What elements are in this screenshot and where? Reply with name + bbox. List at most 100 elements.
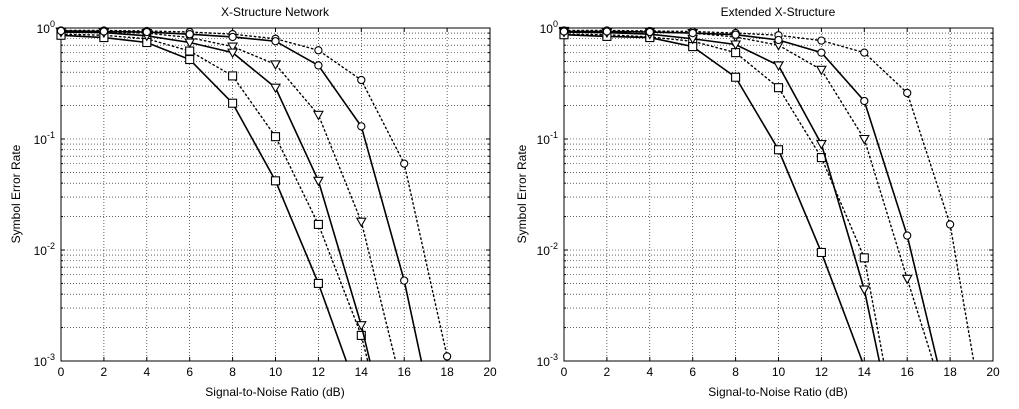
data-point (355, 321, 367, 331)
x-tick-label: 16 (398, 365, 412, 379)
series-line (563, 30, 939, 362)
data-point (860, 96, 869, 106)
data-point (773, 61, 784, 72)
data-point (860, 48, 869, 57)
series-right-6 (559, 27, 939, 362)
data-point (817, 36, 826, 45)
series-line (60, 30, 423, 362)
data-point (859, 253, 869, 263)
x-tick-label: 18 (440, 365, 454, 379)
x-tick-label: 8 (229, 365, 236, 379)
data-point (645, 27, 654, 37)
data-point (99, 27, 109, 36)
data-point (815, 140, 827, 150)
data-point (774, 35, 783, 45)
data-point (945, 220, 955, 229)
data-point (730, 40, 742, 51)
data-point (858, 285, 870, 296)
plot-area-left (61, 28, 490, 361)
series-line (563, 29, 975, 362)
data-point (313, 219, 323, 229)
x-axis-label-left: Signal-to-Noise Ratio (dB) (205, 385, 344, 399)
x-tick-label: 2 (101, 365, 108, 379)
data-point (184, 38, 196, 49)
y-tick-label: 10-1 (34, 130, 55, 147)
data-point (731, 72, 741, 82)
x-tick-label: 14 (858, 365, 872, 379)
data-point (355, 217, 367, 228)
data-point (400, 159, 409, 168)
x-tick-label: 6 (186, 365, 193, 379)
data-point (314, 46, 323, 55)
series-line (60, 29, 448, 358)
data-point (903, 88, 912, 98)
data-point (313, 278, 323, 288)
series-line (563, 33, 863, 362)
data-point (773, 145, 784, 155)
x-tick-label: 16 (901, 365, 915, 379)
data-point (356, 330, 366, 340)
data-point (816, 247, 826, 258)
data-point (731, 30, 740, 39)
x-tick-label: 14 (355, 365, 369, 379)
x-tick-label: 20 (483, 365, 497, 379)
data-point (314, 61, 323, 70)
chart-panel-right: Extended X-Structure Signal-to-Noise Rat… (515, 5, 1000, 399)
data-point (185, 30, 194, 39)
data-point (270, 132, 281, 142)
x-axis-label-right: Signal-to-Noise Ratio (dB) (708, 385, 847, 399)
y-tick-label: 100 (540, 19, 558, 36)
x-tick-label: 12 (815, 365, 829, 379)
y-tick-label: 10-1 (537, 130, 558, 147)
x-tick-label: 18 (943, 365, 957, 379)
grid-left (61, 28, 490, 361)
y-tick-label: 100 (37, 19, 55, 36)
x-tick-label: 8 (732, 365, 739, 379)
data-point (270, 176, 281, 186)
series-line (60, 34, 348, 362)
data-point (312, 110, 324, 121)
data-point (271, 37, 280, 46)
data-point (602, 27, 612, 36)
y-tick-label: 10-3 (34, 352, 55, 369)
chart-panel-left: X-Structure Network Signal-to-Noise Rati… (9, 5, 497, 399)
x-tick-label: 4 (143, 365, 150, 379)
data-point (270, 60, 281, 71)
x-tick-label: 0 (58, 365, 65, 379)
data-point (858, 134, 870, 145)
grid-right (564, 28, 993, 361)
y-tick-label: 10-2 (34, 241, 55, 258)
data-point (817, 48, 826, 57)
series-left-6 (56, 26, 423, 362)
data-point (400, 276, 409, 285)
x-tick-label: 10 (772, 365, 786, 379)
data-point (559, 27, 569, 36)
data-point (688, 28, 697, 38)
series-line (563, 33, 885, 362)
data-point (227, 42, 239, 53)
x-tick-label: 10 (269, 365, 283, 379)
y-tick-label: 10-2 (537, 241, 558, 258)
x-tick-label: 2 (604, 365, 611, 379)
data-point (56, 26, 66, 36)
data-point (357, 122, 366, 131)
data-point (773, 83, 784, 93)
data-point (815, 65, 827, 76)
data-point (142, 27, 151, 37)
data-point (185, 54, 195, 65)
x-tick-label: 20 (986, 365, 1000, 379)
x-tick-label: 0 (561, 365, 568, 379)
data-point (227, 48, 239, 59)
data-point (185, 46, 195, 56)
x-tick-label: 12 (312, 365, 326, 379)
y-tick-label: 10-3 (537, 352, 558, 369)
x-tick-label: 6 (689, 365, 696, 379)
data-point (228, 32, 237, 42)
data-point (357, 75, 366, 85)
data-point (312, 176, 324, 187)
y-axis-label-right: Symbol Error Rate (515, 144, 529, 243)
y-axis-label-left: Symbol Error Rate (9, 144, 23, 243)
data-point (903, 231, 912, 240)
x-tick-label: 4 (646, 365, 653, 379)
